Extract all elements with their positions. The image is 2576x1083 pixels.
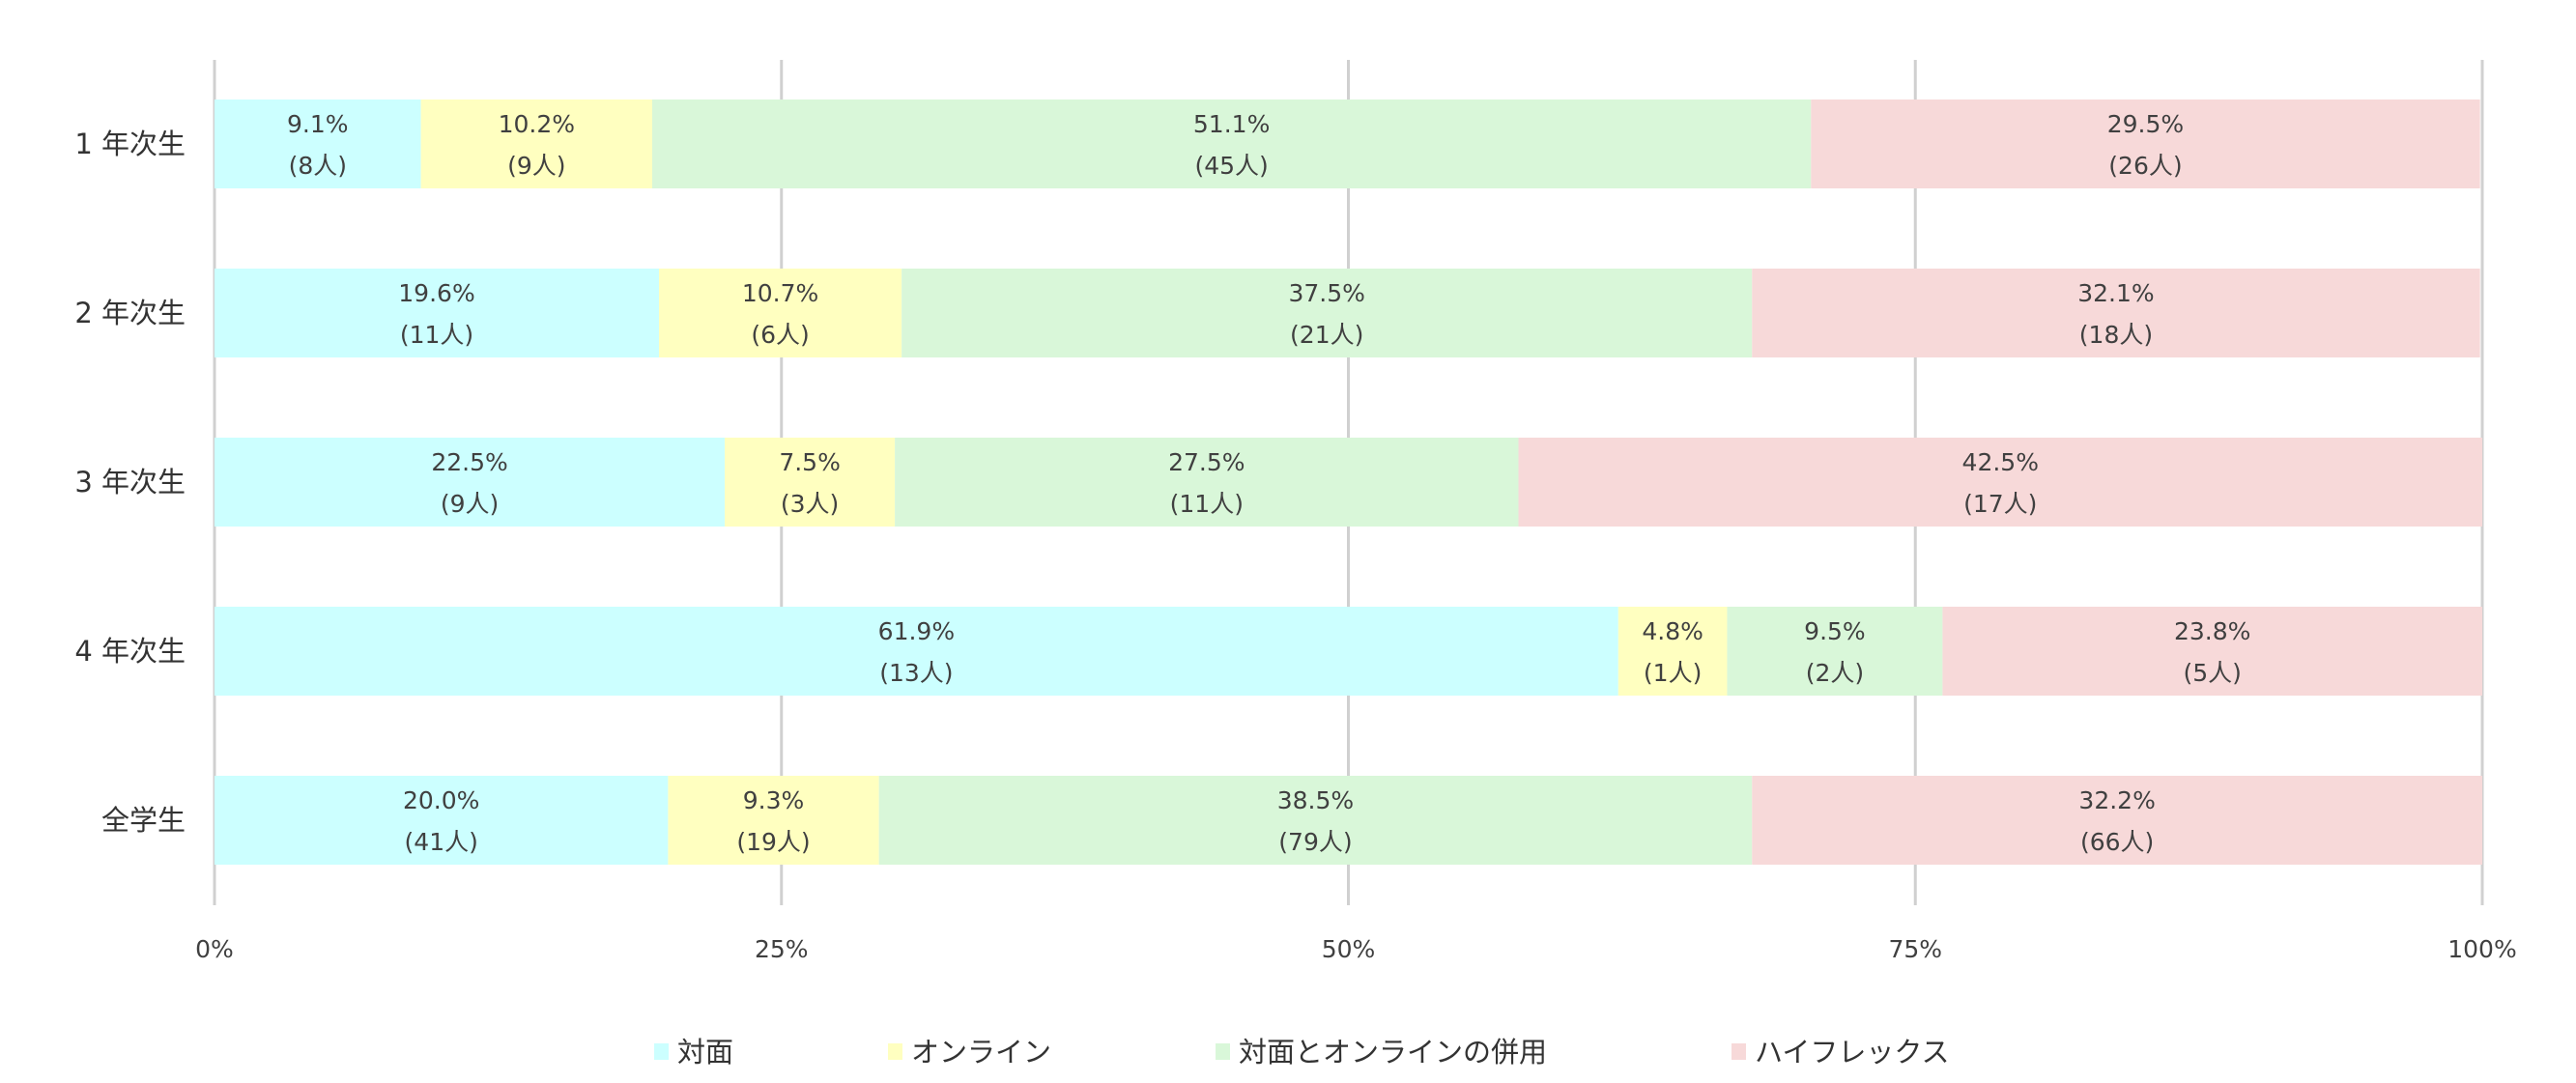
x-tick-label: 75% [1888,935,1942,963]
data-label-percent: 32.1% [2077,279,2154,307]
bar-segment [902,269,1753,357]
data-label-count: (13人) [879,659,953,687]
legend-swatch [888,1043,902,1060]
data-label-percent: 61.9% [878,617,955,645]
data-label-count: (45人) [1194,152,1268,180]
data-label-count: (5人) [2183,659,2241,687]
legend-swatch [654,1043,669,1060]
data-label-percent: 42.5% [1962,448,2039,476]
data-label-percent: 19.6% [398,279,474,307]
category-label: 2 年次生 [74,297,186,329]
data-label-count: (1人) [1644,659,1702,687]
data-label-count: (18人) [2079,321,2153,349]
data-label-percent: 27.5% [1168,448,1245,476]
legend-label: 対面 [677,1036,733,1069]
bar-segment [1752,269,2480,357]
legend-label: ハイフレックス [1755,1036,1950,1069]
data-label-count: (9人) [507,152,565,180]
data-label-count: (8人) [289,152,347,180]
data-label-count: (19人) [736,828,810,856]
bar-segment [215,438,726,527]
x-tick-label: 100% [2447,935,2516,963]
data-label-count: (79人) [1278,828,1352,856]
data-label-percent: 37.5% [1288,279,1364,307]
bar-segment [215,100,421,188]
legend-swatch [1216,1043,1230,1060]
bar-segment [878,776,1753,865]
data-label-count: (21人) [1290,321,1363,349]
x-tick-label: 0% [195,935,234,963]
bar-segment [420,100,652,188]
data-label-count: (11人) [1170,490,1244,518]
category-label: 1 年次生 [74,128,186,160]
data-label-percent: 7.5% [779,448,841,476]
bar-segment [1727,607,1943,696]
data-label-count: (3人) [781,490,839,518]
x-tick-label: 25% [755,935,809,963]
data-label-percent: 22.5% [431,448,507,476]
data-label-percent: 10.2% [499,110,575,138]
category-label: 3 年次生 [74,466,186,499]
bar-segment [725,438,896,527]
bar-segment [668,776,879,865]
data-label-percent: 38.5% [1277,786,1354,814]
category-label: 4 年次生 [74,635,186,668]
bar-segment [659,269,902,357]
category-label: 全学生 [101,804,186,837]
bar-segment [215,607,1618,696]
data-label-percent: 29.5% [2107,110,2184,138]
bar-segment [895,438,1519,527]
legend-label: オンライン [911,1036,1051,1069]
x-tick-label: 50% [1322,935,1376,963]
data-label-count: (6人) [751,321,809,349]
data-label-percent: 4.8% [1642,617,1703,645]
bar-segment [1518,438,2482,527]
data-label-percent: 51.1% [1193,110,1270,138]
bar-segment [1942,607,2482,696]
data-label-count: (26人) [2108,152,2182,180]
data-label-count: (9人) [441,490,499,518]
bar-segment [215,269,660,357]
bar-segment [215,776,669,865]
legend-swatch [1732,1043,1746,1060]
bar-segment [1811,100,2480,188]
data-label-count: (2人) [1806,659,1864,687]
bar-segment [1752,776,2482,865]
data-label-percent: 20.0% [403,786,479,814]
data-label-percent: 9.3% [743,786,805,814]
bar-segment [651,100,1812,188]
data-label-percent: 9.1% [287,110,349,138]
data-label-count: (41人) [405,828,478,856]
legend-label: 対面とオンラインの併用 [1239,1036,1547,1069]
data-label-percent: 10.7% [742,279,818,307]
data-label-count: (11人) [400,321,473,349]
bar-segment [1617,607,1728,696]
data-label-count: (66人) [2080,828,2154,856]
data-label-percent: 9.5% [1804,617,1866,645]
data-label-percent: 32.2% [2078,786,2155,814]
data-label-percent: 23.8% [2174,617,2250,645]
data-label-count: (17人) [1963,490,2037,518]
